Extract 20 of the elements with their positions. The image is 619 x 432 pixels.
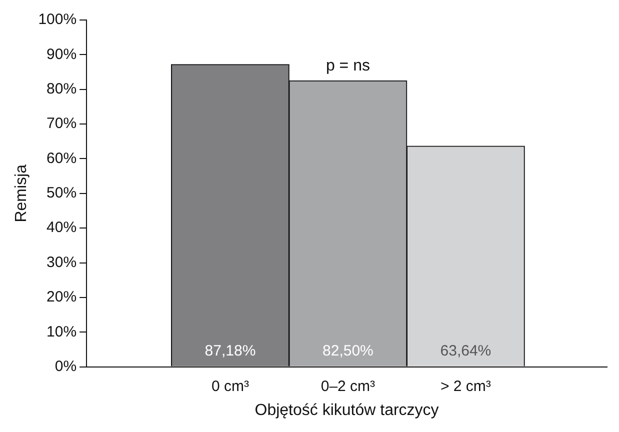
- y-tick-label: 40%: [46, 219, 77, 236]
- y-tick-label: 0%: [54, 358, 77, 375]
- y-tick-label: 90%: [46, 46, 77, 63]
- data-label: 63,64%: [440, 342, 492, 360]
- data-label: 82,50%: [322, 342, 374, 360]
- y-tick-label: 80%: [46, 80, 77, 98]
- x-axis-title: Objętość kikutów tarczycy: [254, 402, 439, 419]
- y-tick-label: 100%: [38, 11, 77, 28]
- y-tick-label: 50%: [46, 184, 77, 202]
- annotation: p = ns: [326, 57, 370, 74]
- y-tick-label: 20%: [46, 288, 77, 306]
- x-tick-label: 0–2 cm³: [320, 378, 376, 395]
- y-axis-title: Remisja: [13, 164, 30, 222]
- y-tick-label: 30%: [46, 254, 77, 271]
- y-tick-label: 60%: [46, 150, 77, 167]
- x-tick-label: > 2 cm³: [440, 378, 491, 395]
- y-tick-label: 10%: [46, 323, 77, 340]
- data-label: 87,18%: [204, 342, 256, 360]
- y-tick-label: 70%: [46, 115, 77, 132]
- x-tick-label: 0 cm³: [211, 378, 249, 395]
